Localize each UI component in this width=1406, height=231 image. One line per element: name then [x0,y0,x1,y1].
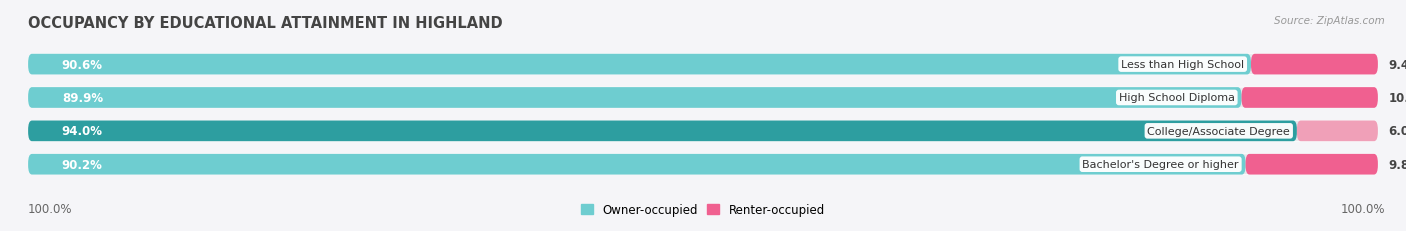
Text: OCCUPANCY BY EDUCATIONAL ATTAINMENT IN HIGHLAND: OCCUPANCY BY EDUCATIONAL ATTAINMENT IN H… [28,16,503,31]
Text: 6.0%: 6.0% [1389,125,1406,138]
Text: 90.2%: 90.2% [62,158,103,171]
FancyBboxPatch shape [28,121,1296,142]
FancyBboxPatch shape [28,121,1378,142]
FancyBboxPatch shape [28,154,1378,175]
FancyBboxPatch shape [28,55,1251,75]
Text: 89.9%: 89.9% [62,91,103,105]
Text: 10.1%: 10.1% [1389,91,1406,105]
Text: Bachelor's Degree or higher: Bachelor's Degree or higher [1083,160,1239,170]
FancyBboxPatch shape [28,154,1246,175]
Text: 9.4%: 9.4% [1389,58,1406,71]
FancyBboxPatch shape [1296,121,1378,142]
Text: 9.8%: 9.8% [1389,158,1406,171]
Text: College/Associate Degree: College/Associate Degree [1147,126,1291,136]
FancyBboxPatch shape [28,55,1378,75]
Text: High School Diploma: High School Diploma [1119,93,1234,103]
Text: 100.0%: 100.0% [1340,202,1385,215]
Legend: Owner-occupied, Renter-occupied: Owner-occupied, Renter-occupied [581,203,825,216]
Text: Less than High School: Less than High School [1121,60,1244,70]
Text: 90.6%: 90.6% [62,58,103,71]
FancyBboxPatch shape [1246,154,1378,175]
FancyBboxPatch shape [28,88,1241,108]
Text: 94.0%: 94.0% [62,125,103,138]
FancyBboxPatch shape [1241,88,1378,108]
FancyBboxPatch shape [1251,55,1378,75]
Text: Source: ZipAtlas.com: Source: ZipAtlas.com [1274,16,1385,26]
FancyBboxPatch shape [28,88,1378,108]
Text: 100.0%: 100.0% [28,202,73,215]
